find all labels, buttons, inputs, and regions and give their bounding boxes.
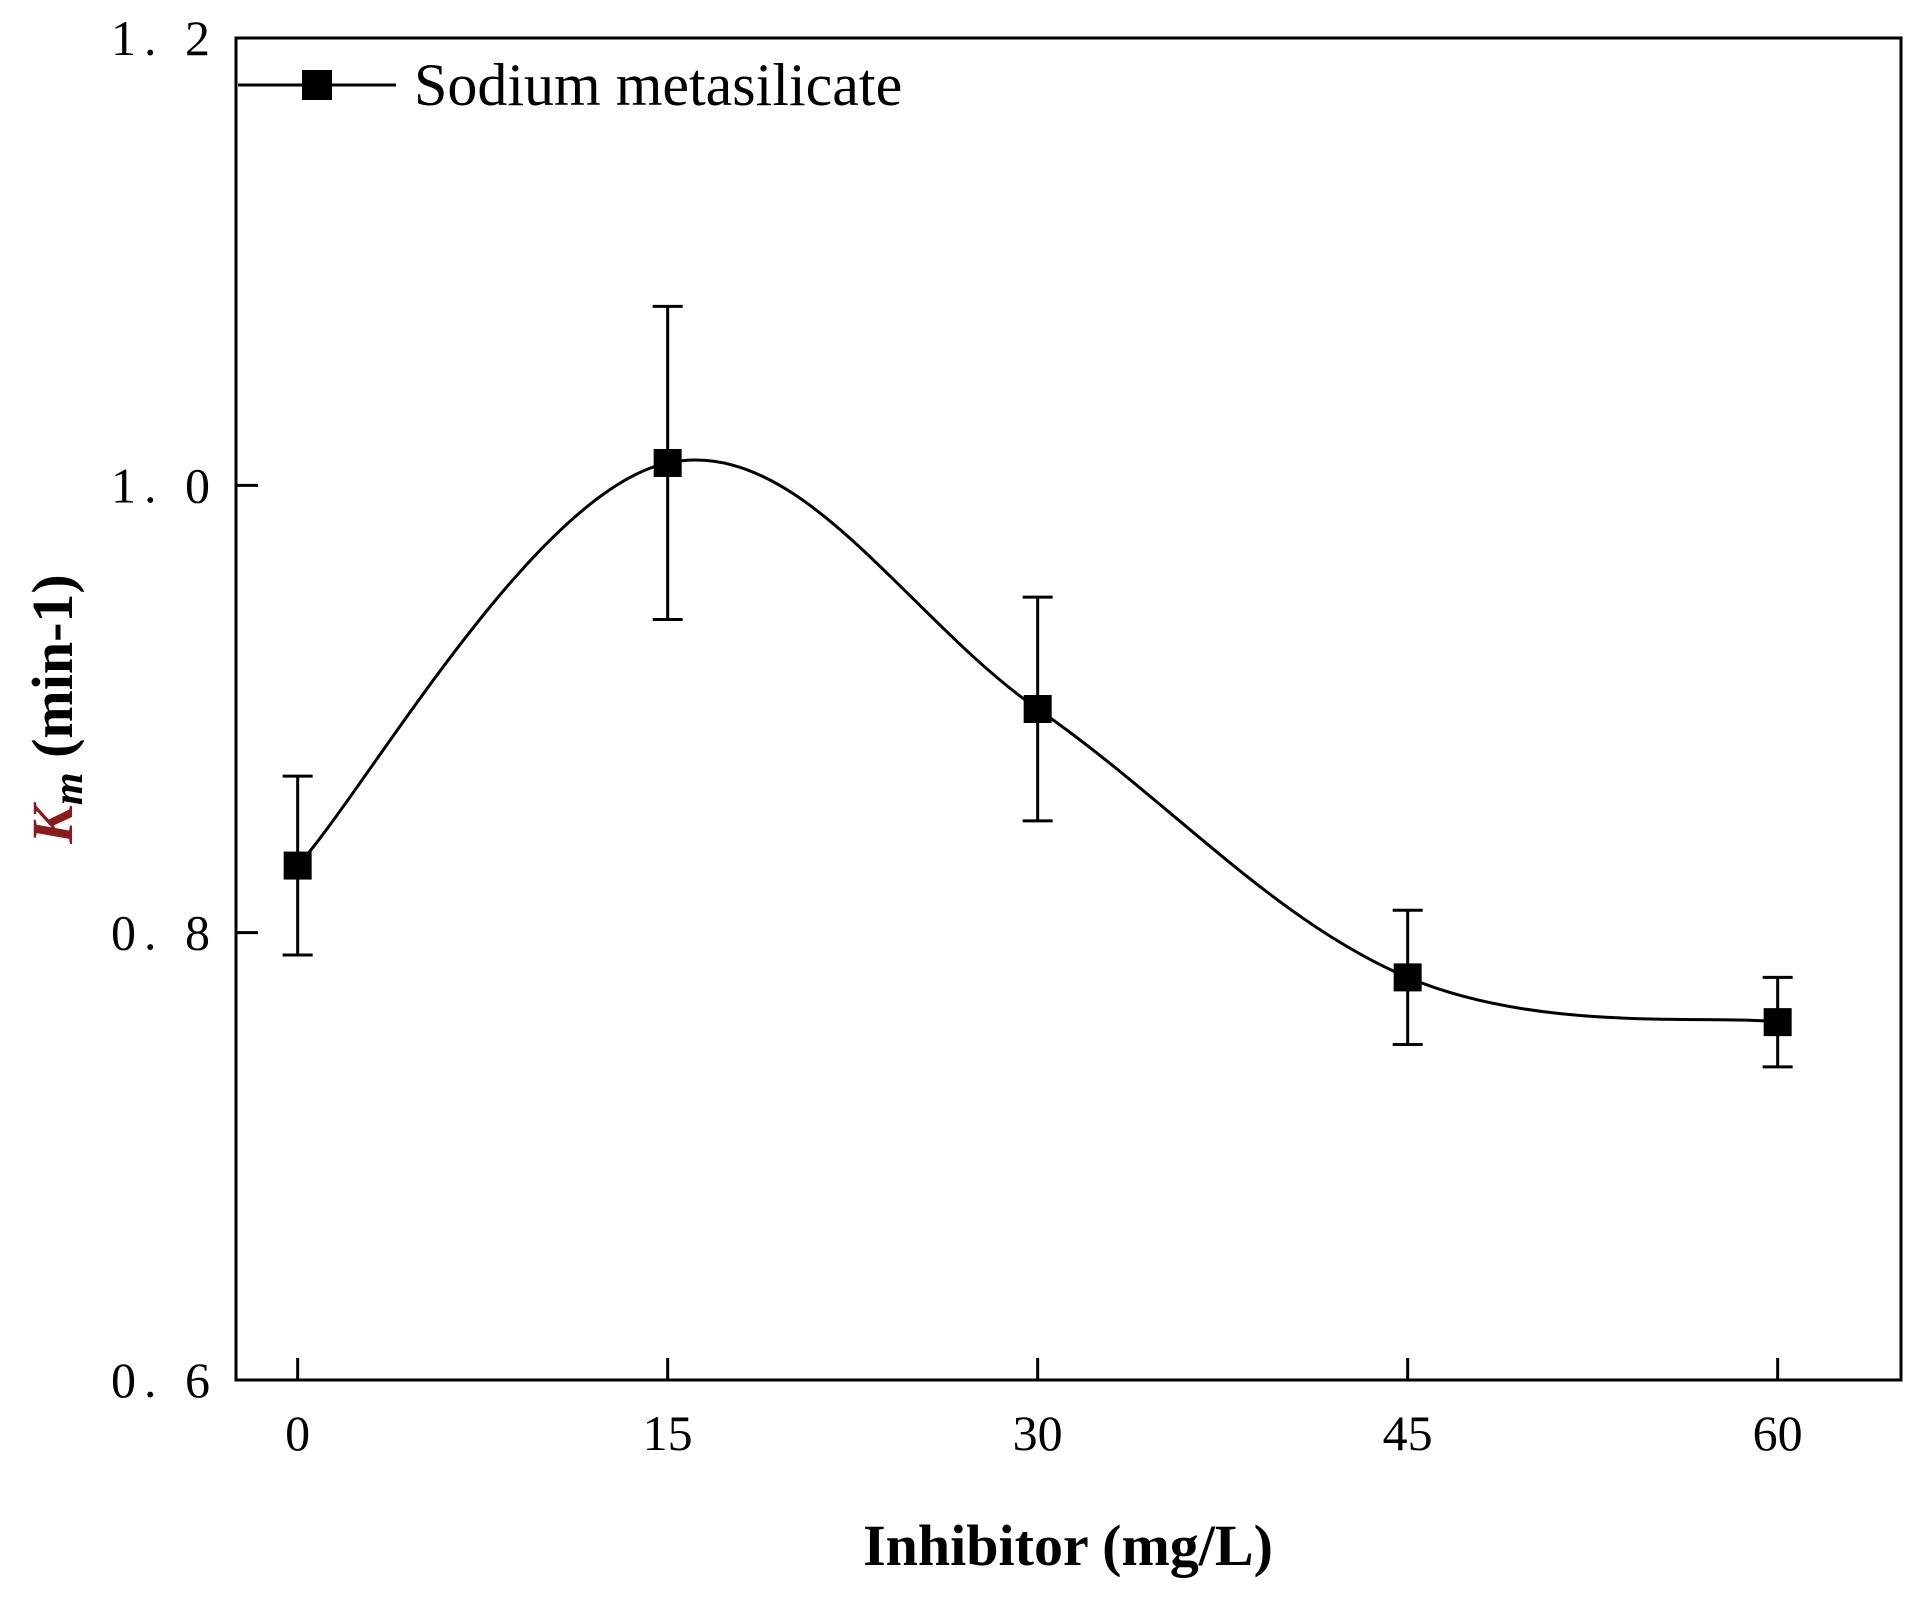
y-axis-title-unit: (min-1)	[20, 574, 85, 772]
x-tick-label-1: 15	[643, 1405, 693, 1461]
series-line	[296, 458, 1778, 1024]
x-tick-label-4: 60	[1753, 1405, 1803, 1461]
data-markers	[283, 448, 1792, 1037]
data-point-2	[1023, 695, 1052, 723]
y-axis-title-subscript: m	[46, 772, 92, 805]
x-tick-label-0: 0	[285, 1405, 310, 1461]
y-axis-ticks: 0. 6 0. 8 1. 0 1. 2	[111, 10, 258, 1408]
y-tick-label-2: 1. 0	[111, 457, 218, 513]
legend: Sodium metasilicate	[238, 52, 902, 118]
y-tick-label-3: 1. 2	[111, 10, 218, 66]
data-point-0	[283, 851, 312, 880]
x-tick-label-2: 30	[1013, 1405, 1063, 1461]
data-point-4	[1763, 1008, 1792, 1037]
y-tick-label-0: 0. 6	[111, 1352, 218, 1408]
x-axis-ticks: 0 15 30 45 60	[285, 1358, 1803, 1461]
error-bars	[282, 304, 1793, 1069]
data-point-3	[1393, 963, 1422, 992]
data-point-1	[653, 448, 682, 477]
x-tick-label-3: 45	[1383, 1405, 1433, 1461]
legend-marker	[302, 70, 332, 100]
legend-label: Sodium metasilicate	[414, 52, 902, 118]
y-axis-title-symbol: K	[20, 802, 85, 845]
plot-frame	[234, 36, 1903, 1382]
y-tick-label-1: 0. 8	[111, 905, 218, 961]
y-axis-title: Km (min-1)	[20, 574, 92, 845]
x-axis-title: Inhibitor (mg/L)	[863, 1513, 1273, 1578]
